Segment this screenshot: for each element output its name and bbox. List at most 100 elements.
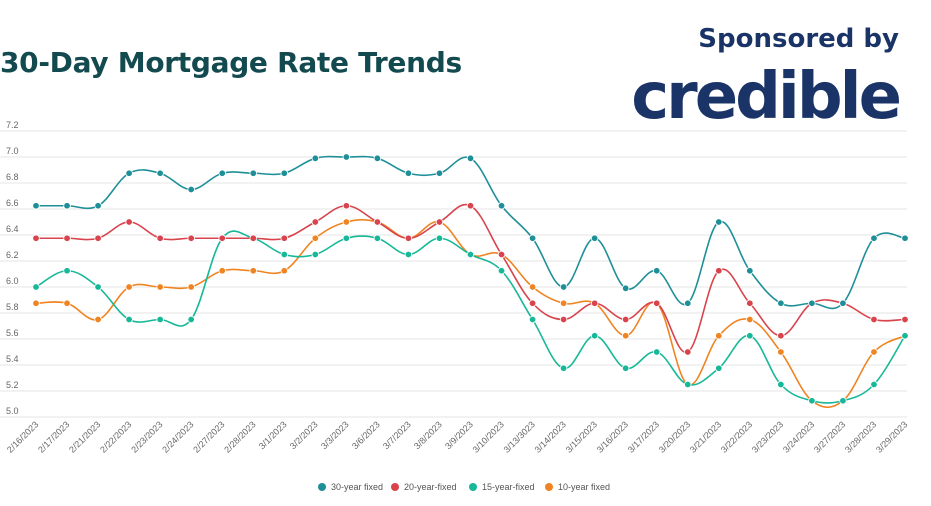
y-tick-label: 5.6 <box>6 328 19 338</box>
series-line <box>35 203 906 353</box>
data-point <box>187 283 195 291</box>
data-point <box>653 348 661 356</box>
x-tick-label: 3/10/2023 <box>471 419 506 454</box>
legend-swatch <box>545 483 553 491</box>
x-tick-label: 3/16/2023 <box>595 419 630 454</box>
legend-swatch <box>318 483 326 491</box>
data-point <box>684 380 692 389</box>
x-tick-label: 3/6/2023 <box>350 419 382 451</box>
y-tick-label: 6.8 <box>6 172 19 182</box>
data-point <box>156 169 164 177</box>
data-point <box>777 299 785 307</box>
y-tick-label: 6.2 <box>6 250 19 260</box>
x-tick-label: 3/2/2023 <box>288 419 320 451</box>
data-point <box>559 364 568 372</box>
data-point <box>342 202 351 210</box>
x-tick-label: 3/1/2023 <box>257 419 289 451</box>
data-point <box>466 202 475 210</box>
data-point <box>435 218 444 226</box>
data-point <box>187 315 195 324</box>
series-line <box>35 155 906 310</box>
y-tick-label: 5.0 <box>6 406 19 416</box>
data-point <box>621 332 630 340</box>
data-point <box>311 154 320 162</box>
legend-label: 30-year fixed <box>331 482 383 492</box>
y-tick-label: 7.0 <box>6 146 19 156</box>
x-tick-label: 3/13/3023 <box>502 419 537 454</box>
data-point <box>373 234 382 242</box>
data-point <box>249 267 257 275</box>
data-point <box>497 250 506 259</box>
data-point <box>342 153 351 161</box>
legend-label: 15-year-fixed <box>482 482 535 492</box>
legend-item[interactable]: 20-year-fixed <box>391 482 457 492</box>
data-point <box>466 250 475 259</box>
data-point <box>435 234 444 242</box>
data-point <box>94 283 102 291</box>
data-point <box>311 218 320 226</box>
x-tick-label: 2/27/2023 <box>191 419 226 454</box>
data-point <box>590 299 599 307</box>
data-point <box>63 267 71 275</box>
data-point <box>187 185 195 194</box>
data-point <box>715 364 723 372</box>
data-point <box>218 267 226 275</box>
data-point <box>280 234 288 242</box>
data-point <box>777 348 785 356</box>
x-tick-label: 2/17/2023 <box>36 419 71 454</box>
legend: 30-year fixed 20-year-fixed 15-year-fixed 1… <box>318 482 610 492</box>
data-point <box>125 315 133 324</box>
data-point <box>218 234 226 242</box>
data-point <box>870 315 878 324</box>
data-point <box>32 299 40 307</box>
data-point <box>373 218 382 226</box>
data-point <box>901 332 909 340</box>
x-tick-label: 3/23/2023 <box>750 419 785 454</box>
data-point <box>590 332 599 340</box>
legend-item[interactable]: 30-year fixed <box>318 482 383 492</box>
x-tick-label: 3/7/2023 <box>381 419 413 451</box>
data-point <box>901 234 909 242</box>
legend-item[interactable]: 15-year-fixed <box>469 482 535 492</box>
x-tick-label: 3/29/2023 <box>874 419 909 454</box>
x-tick-label: 3/9/2023 <box>443 419 475 451</box>
data-point <box>311 250 320 259</box>
y-tick-label: 5.4 <box>6 354 19 364</box>
data-point <box>870 234 878 242</box>
data-point <box>808 397 816 405</box>
legend-label: 10-year fixed <box>558 482 610 492</box>
data-point <box>342 218 351 226</box>
series-line <box>35 219 906 409</box>
series-30-year-fixed <box>32 153 909 310</box>
data-point <box>497 267 506 275</box>
series-group <box>32 153 909 409</box>
legend-item[interactable]: 10-year fixed <box>545 482 610 492</box>
data-point <box>404 169 413 177</box>
data-point <box>32 283 40 291</box>
data-point <box>528 315 537 324</box>
data-point <box>125 283 133 291</box>
data-point <box>684 348 692 356</box>
data-point <box>808 299 816 307</box>
data-point <box>839 397 847 405</box>
x-tick-label: 3/28/2023 <box>843 419 878 454</box>
data-point <box>559 315 568 324</box>
data-point <box>187 234 195 242</box>
x-tick-label: 3/14/2023 <box>533 419 568 454</box>
data-point <box>125 218 133 226</box>
chart-title: 30-Day Mortgage Rate Trends <box>0 46 462 79</box>
data-point <box>590 234 599 242</box>
x-tick-label: 3/3/2023 <box>319 419 351 451</box>
legend-label: 20-year-fixed <box>404 482 457 492</box>
data-point <box>63 202 71 210</box>
data-point <box>218 169 226 177</box>
data-point <box>249 169 257 177</box>
data-point <box>94 315 102 324</box>
x-axis-ticks: 2/16/20232/17/20232/21/20232/22/20232/23… <box>5 419 909 454</box>
sponsor-label: Sponsored by <box>698 24 899 54</box>
x-tick-label: 2/21/2023 <box>67 419 102 454</box>
data-point <box>870 380 878 389</box>
x-tick-label: 3/17/2023 <box>626 419 661 454</box>
grid-lines <box>0 130 907 418</box>
